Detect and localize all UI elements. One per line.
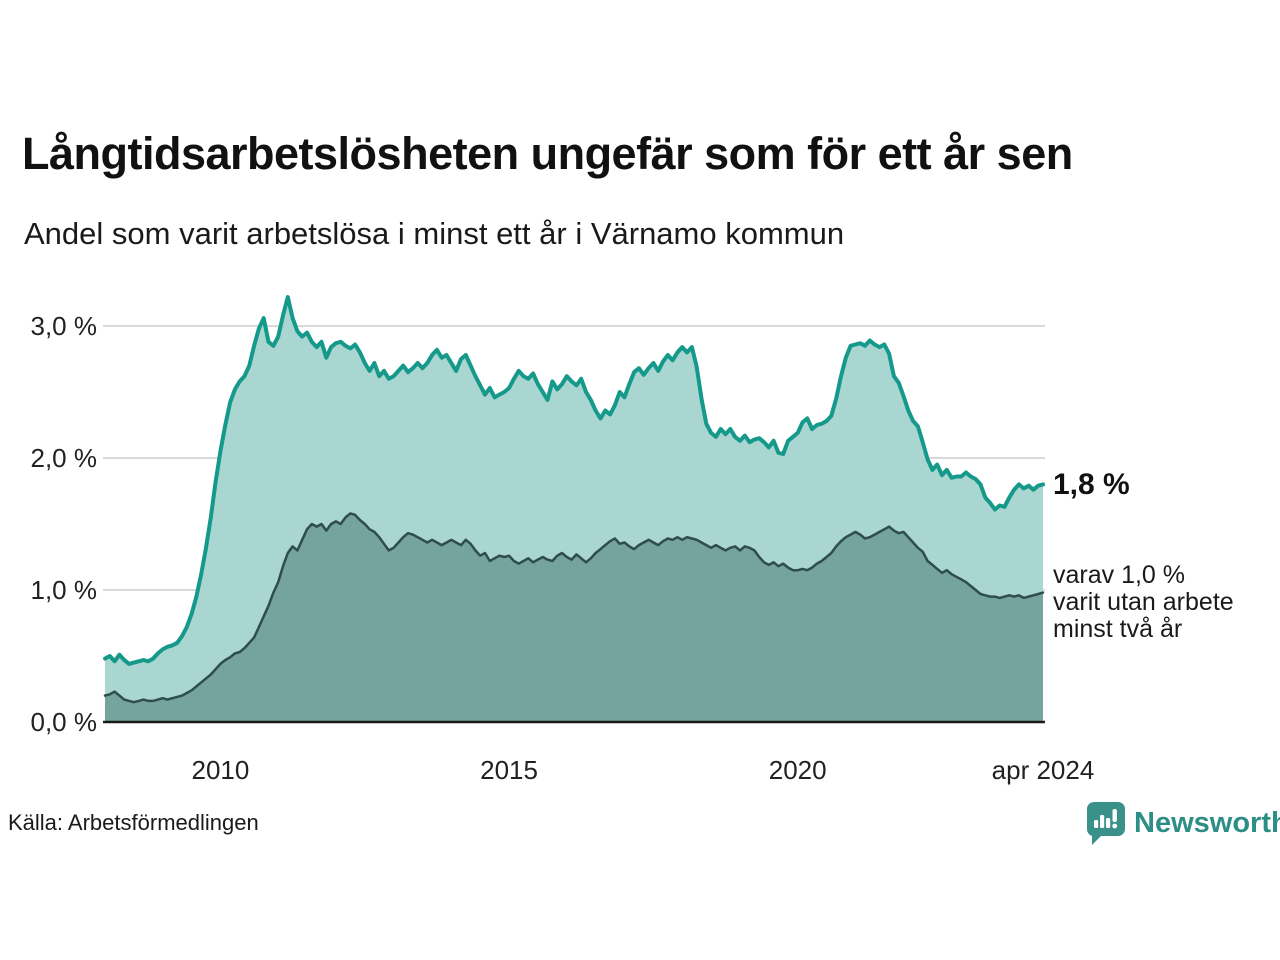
x-tick-label: 2015 — [480, 755, 538, 785]
secondary-series-annotation: varav 1,0 % varit utan arbete minst två … — [1053, 562, 1234, 643]
source-attribution: Källa: Arbetsförmedlingen — [8, 810, 259, 835]
newsworthy-logo-icon — [1086, 802, 1125, 845]
chart-subtitle: Andel som varit arbetslösa i minst ett å… — [24, 216, 845, 251]
y-tick-label: 0,0 % — [31, 707, 98, 737]
secondary-annotation-line-1: varav 1,0 % — [1053, 561, 1186, 589]
series-line-primary — [103, 295, 1045, 666]
y-tick-label: 2,0 % — [31, 443, 98, 473]
x-tick-label: 2010 — [192, 755, 250, 785]
y-tick-label: 3,0 % — [31, 311, 98, 341]
chart-series-areas — [103, 295, 1045, 722]
newsworthy-logo-text: Newsworthy — [1134, 806, 1280, 839]
secondary-annotation-line-2: varit utan arbete — [1053, 588, 1234, 616]
secondary-annotation-line-3: minst två år — [1053, 615, 1183, 643]
axis-tick-labels: 0,0 % 1,0 % 2,0 % 3,0 % 2010 2015 2020 apr 2024 — [31, 311, 1095, 785]
chart-title: Långtidsarbetslösheten ungefär som för e… — [22, 128, 1073, 179]
y-tick-label: 1,0 % — [31, 575, 98, 605]
x-tick-label: apr 2024 — [992, 755, 1095, 785]
newsworthy-logo: Newsworthy — [1086, 801, 1280, 845]
series-line-secondary — [103, 512, 1045, 704]
series-area-secondary — [105, 513, 1043, 722]
latest-value-label: 1,8 % — [1053, 468, 1130, 501]
x-tick-label: 2020 — [769, 755, 827, 785]
